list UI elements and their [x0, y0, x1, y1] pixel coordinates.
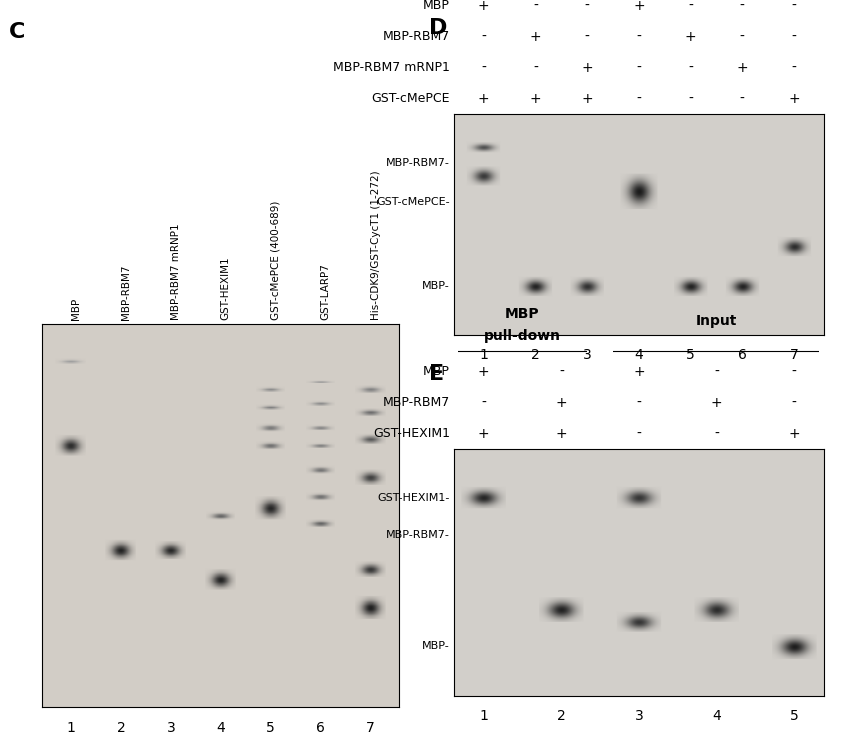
Text: +: +	[633, 364, 644, 379]
Text: His-CDK9/GST-CycT1 (1-272): His-CDK9/GST-CycT1 (1-272)	[370, 171, 380, 320]
Text: -: -	[637, 60, 641, 75]
Text: -: -	[791, 60, 796, 75]
Text: pull-down: pull-down	[484, 329, 561, 343]
Text: -: -	[714, 364, 719, 379]
Text: -: -	[739, 0, 745, 13]
Text: 4: 4	[634, 348, 644, 362]
Text: E: E	[429, 364, 444, 384]
Text: 1: 1	[66, 721, 76, 735]
Text: MBP: MBP	[71, 298, 81, 320]
Text: +: +	[530, 91, 542, 106]
Text: +: +	[711, 395, 722, 410]
Text: +: +	[736, 60, 748, 75]
Text: 4: 4	[712, 709, 721, 723]
Text: -: -	[637, 426, 641, 441]
Text: MBP: MBP	[423, 365, 450, 378]
Text: MBP-RBM7: MBP-RBM7	[383, 30, 450, 43]
Text: +: +	[478, 364, 490, 379]
Text: 1: 1	[480, 709, 488, 723]
Text: -: -	[714, 426, 719, 441]
Text: 6: 6	[738, 348, 747, 362]
Text: -: -	[533, 0, 538, 13]
Text: GST-cMePCE: GST-cMePCE	[372, 92, 450, 105]
Text: -: -	[739, 91, 745, 106]
Text: -: -	[791, 364, 796, 379]
Text: MBP-RBM7: MBP-RBM7	[121, 265, 131, 320]
Text: +: +	[582, 60, 593, 75]
Text: 5: 5	[267, 721, 275, 735]
Text: +: +	[555, 426, 567, 441]
Text: GST-HEXIM1: GST-HEXIM1	[221, 257, 231, 320]
Text: 3: 3	[166, 721, 175, 735]
Text: 2: 2	[557, 709, 565, 723]
Text: GST-LARP7: GST-LARP7	[321, 263, 330, 320]
Text: 4: 4	[216, 721, 225, 735]
Text: -: -	[637, 29, 641, 44]
Text: MBP-: MBP-	[422, 641, 450, 651]
Text: +: +	[788, 91, 800, 106]
Text: MBP-RBM7: MBP-RBM7	[383, 396, 450, 409]
Text: +: +	[685, 29, 696, 44]
Text: -: -	[585, 0, 589, 13]
Text: GST-HEXIM1: GST-HEXIM1	[373, 427, 450, 440]
Text: 1: 1	[480, 348, 488, 362]
Text: +: +	[582, 91, 593, 106]
Text: +: +	[555, 395, 567, 410]
Text: -: -	[739, 29, 745, 44]
Text: +: +	[633, 0, 644, 13]
Text: -: -	[791, 0, 796, 13]
Text: 7: 7	[366, 721, 375, 735]
Text: MBP: MBP	[505, 307, 540, 321]
Text: 2: 2	[116, 721, 126, 735]
Text: -: -	[533, 60, 538, 75]
Text: 5: 5	[686, 348, 695, 362]
Text: -: -	[637, 91, 641, 106]
Text: -: -	[559, 364, 564, 379]
Text: GST-HEXIM1-: GST-HEXIM1-	[378, 493, 450, 503]
Text: +: +	[478, 426, 490, 441]
Text: MBP-RBM7-: MBP-RBM7-	[386, 158, 450, 168]
Text: 7: 7	[790, 348, 798, 362]
Text: C: C	[8, 22, 25, 42]
Text: GST-cMePCE-: GST-cMePCE-	[376, 197, 450, 208]
Text: -: -	[481, 60, 486, 75]
Text: +: +	[788, 426, 800, 441]
Text: MBP-RBM7 mRNP1: MBP-RBM7 mRNP1	[171, 224, 181, 320]
Text: -: -	[585, 29, 589, 44]
Text: 5: 5	[790, 709, 798, 723]
Text: -: -	[689, 0, 693, 13]
Text: Input: Input	[695, 314, 737, 328]
Text: +: +	[478, 0, 490, 13]
Text: GST-cMePCE (400-689): GST-cMePCE (400-689)	[271, 201, 281, 320]
Text: D: D	[429, 18, 447, 38]
Text: MBP-: MBP-	[422, 281, 450, 291]
Text: 3: 3	[582, 348, 592, 362]
Text: +: +	[530, 29, 542, 44]
Text: +: +	[478, 91, 490, 106]
Text: 3: 3	[634, 709, 644, 723]
Text: 6: 6	[316, 721, 325, 735]
Text: -: -	[481, 29, 486, 44]
Text: -: -	[689, 60, 693, 75]
Text: -: -	[689, 91, 693, 106]
Text: -: -	[791, 395, 796, 410]
Text: MBP-RBM7-: MBP-RBM7-	[386, 530, 450, 540]
Text: MBP: MBP	[423, 0, 450, 13]
Text: MBP-RBM7 mRNP1: MBP-RBM7 mRNP1	[333, 61, 450, 74]
Text: -: -	[637, 395, 641, 410]
Text: 2: 2	[531, 348, 540, 362]
Text: -: -	[481, 395, 486, 410]
Text: -: -	[791, 29, 796, 44]
